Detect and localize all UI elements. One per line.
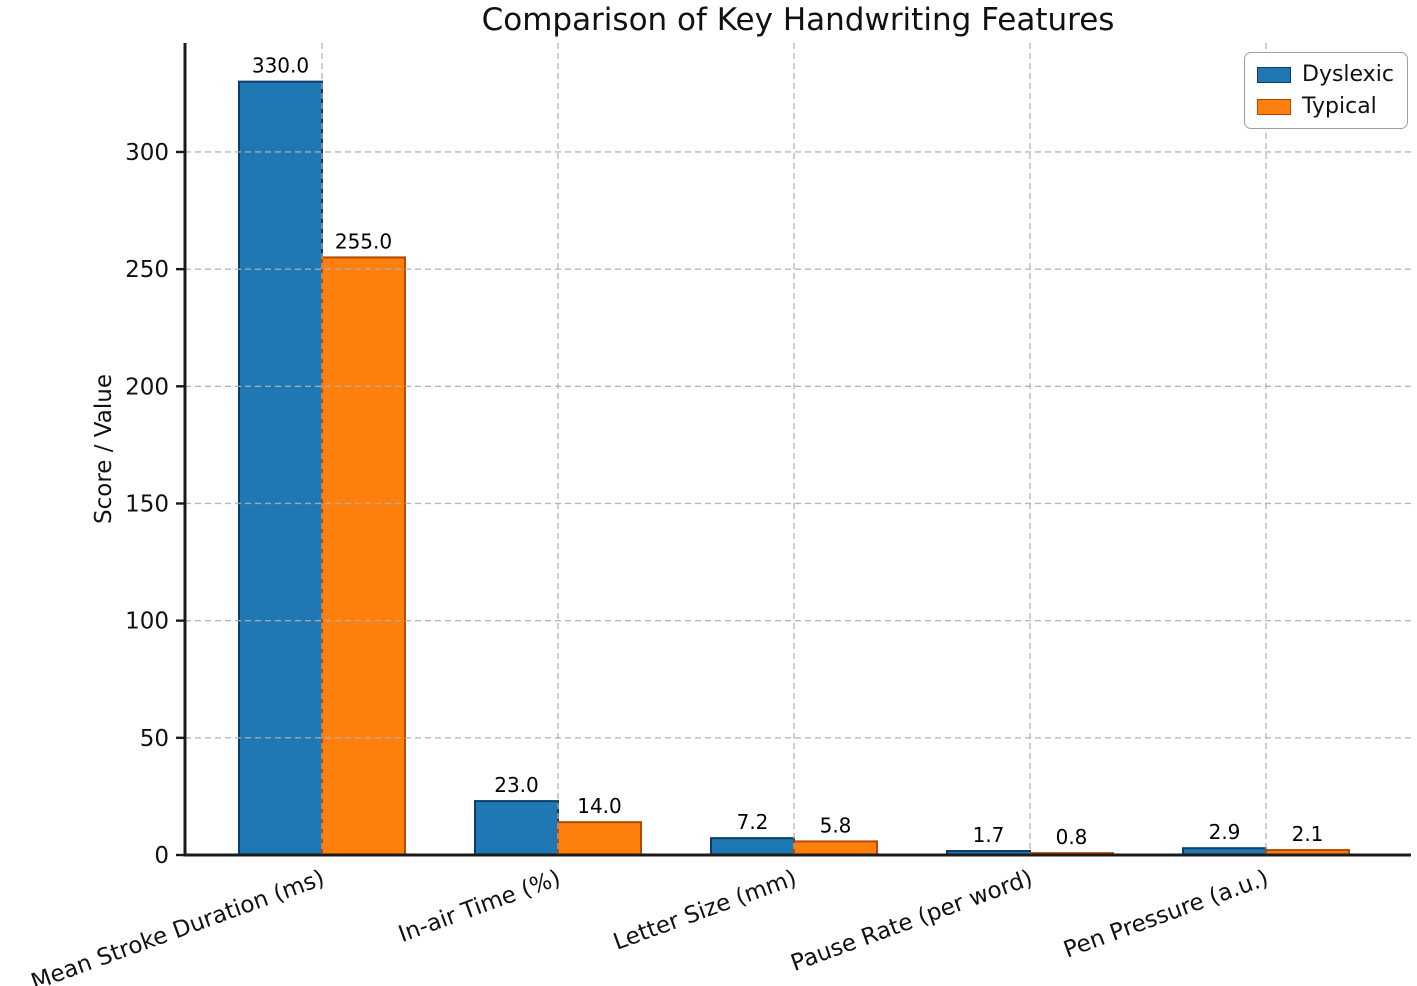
value-label-typical-3: 0.8	[1056, 825, 1088, 849]
chart-title: Comparison of Key Handwriting Features	[481, 2, 1115, 38]
legend: Dyslexic Typical	[1244, 52, 1408, 129]
y-tick-label: 200	[125, 374, 169, 400]
bar-dyslexic-2	[710, 837, 795, 856]
x-tick-label-4: Pen Pressure (a.u.)	[1060, 865, 1272, 963]
value-label-typical-1: 14.0	[577, 794, 622, 818]
value-label-dyslexic-4: 2.9	[1209, 820, 1241, 844]
x-tick-label-3: Pause Rate (per word)	[788, 865, 1037, 977]
y-tick-label: 50	[140, 726, 169, 752]
value-label-typical-0: 255.0	[335, 229, 392, 253]
legend-swatch-typical	[1257, 98, 1291, 115]
value-label-dyslexic-0: 330.0	[252, 54, 309, 78]
x-tick-label-2: Letter Size (mm)	[610, 865, 800, 955]
y-tick-label: 150	[125, 491, 169, 517]
value-label-dyslexic-1: 23.0	[494, 773, 539, 797]
y-tick-label: 0	[154, 843, 169, 869]
bar-dyslexic-0	[238, 80, 323, 856]
value-label-dyslexic-3: 1.7	[973, 823, 1005, 847]
legend-item-typical: Typical	[1257, 94, 1394, 119]
legend-label: Dyslexic	[1302, 62, 1394, 87]
value-label-dyslexic-2: 7.2	[737, 810, 769, 834]
y-tick-label: 300	[125, 140, 169, 166]
legend-swatch-dyslexic	[1257, 66, 1291, 83]
x-tick-label-0: Mean Stroke Duration (ms)	[28, 865, 328, 986]
bar-typical-1	[557, 821, 642, 856]
bar-dyslexic-1	[474, 800, 559, 857]
legend-label: Typical	[1302, 94, 1377, 119]
y-tick-label: 250	[125, 257, 169, 283]
value-label-typical-2: 5.8	[820, 813, 852, 837]
y-axis-label: Score / Value	[91, 374, 117, 524]
legend-item-dyslexic: Dyslexic	[1257, 62, 1394, 87]
x-tick-label-1: In-air Time (%)	[395, 865, 564, 948]
y-tick-label: 100	[125, 609, 169, 635]
bar-typical-2	[793, 840, 878, 856]
value-label-typical-4: 2.1	[1292, 822, 1324, 846]
bar-typical-0	[321, 256, 406, 856]
